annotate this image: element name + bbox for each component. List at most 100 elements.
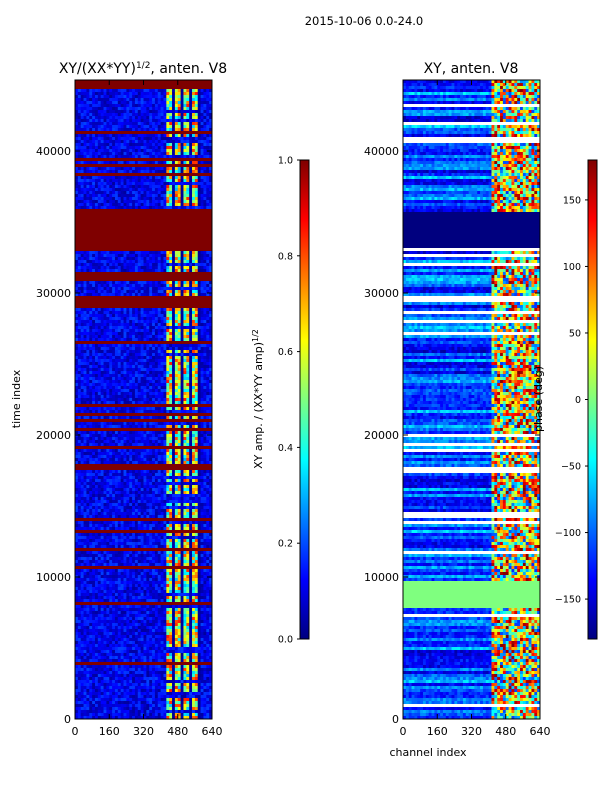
amplitude-cell xyxy=(129,266,133,270)
amplitude-cell xyxy=(114,314,119,318)
amplitude-cell xyxy=(200,263,204,267)
amplitude-cell xyxy=(169,350,173,354)
amplitude-cell xyxy=(189,113,193,117)
amplitude-cell xyxy=(112,398,116,402)
amplitude-cell xyxy=(126,197,130,201)
amplitude-cell xyxy=(103,257,107,261)
amplitude-cell xyxy=(143,335,147,339)
amplitude-cell xyxy=(75,206,79,210)
amplitude-cell xyxy=(132,407,136,411)
amplitude-cell xyxy=(114,455,119,459)
amplitude-cell xyxy=(146,449,150,453)
amplitude-cell xyxy=(134,410,139,414)
amplitude-cell xyxy=(157,344,162,348)
amplitude-cell xyxy=(117,116,122,120)
amplitude-cell xyxy=(120,491,124,495)
amplitude-cell xyxy=(180,326,184,330)
amplitude-cell xyxy=(192,104,196,108)
amplitude-cell xyxy=(94,254,99,258)
amplitude-cell xyxy=(109,362,113,366)
amplitude-cell xyxy=(149,104,153,108)
amplitude-cell xyxy=(86,101,90,105)
amplitude-cell xyxy=(100,128,104,132)
amplitude-cell xyxy=(129,119,133,123)
amplitude-cell xyxy=(146,377,150,381)
amplitude-cell xyxy=(180,104,184,108)
amplitude-cell xyxy=(206,281,210,285)
amplitude-cell xyxy=(206,482,210,486)
amplitude-cell xyxy=(209,485,212,489)
amplitude-cell xyxy=(157,92,162,96)
amplitude-cell xyxy=(180,293,184,297)
amplitude-cell xyxy=(194,422,199,426)
amplitude-cell xyxy=(157,353,162,357)
amplitude-cell xyxy=(163,170,167,174)
amplitude-cell xyxy=(83,107,87,111)
amplitude-cell xyxy=(114,203,119,207)
amplitude-cell xyxy=(114,125,119,129)
amplitude-cell xyxy=(114,392,119,396)
amplitude-cell xyxy=(192,140,196,144)
amplitude-cell xyxy=(203,257,207,261)
amplitude-cell xyxy=(83,431,87,435)
amplitude-cell xyxy=(160,98,164,102)
amplitude-cell xyxy=(152,188,156,192)
amplitude-cell xyxy=(92,335,96,339)
amplitude-cell xyxy=(183,377,187,381)
amplitude-cell xyxy=(166,155,170,159)
amplitude-cell xyxy=(132,191,136,195)
amplitude-cell xyxy=(203,269,207,273)
amplitude-cell xyxy=(123,326,127,330)
amplitude-cell xyxy=(149,113,153,117)
amplitude-cell xyxy=(186,101,190,105)
amplitude-cell xyxy=(75,395,79,399)
amplitude-cell xyxy=(100,401,104,405)
amplitude-cell xyxy=(109,152,113,156)
amplitude-cell xyxy=(75,263,79,267)
amplitude-cell xyxy=(177,176,182,180)
amplitude-cell xyxy=(106,431,110,435)
amplitude-cell xyxy=(134,488,139,492)
amplitude-cell xyxy=(97,440,102,444)
amplitude-cell xyxy=(132,122,136,126)
amplitude-cell xyxy=(197,440,201,444)
amplitude-cell xyxy=(163,392,167,396)
amplitude-cell xyxy=(77,416,82,420)
amplitude-cell xyxy=(174,389,179,393)
amplitude-cell xyxy=(143,149,147,153)
amplitude-cell xyxy=(157,197,162,201)
amplitude-cell xyxy=(94,269,99,273)
amplitude-cell xyxy=(140,107,144,111)
amplitude-cell xyxy=(209,425,212,429)
amplitude-cell xyxy=(109,161,113,165)
amplitude-cell xyxy=(183,347,187,351)
amplitude-cell xyxy=(112,329,116,333)
amplitude-cell xyxy=(180,359,184,363)
amplitude-cell xyxy=(192,149,196,153)
amplitude-cell xyxy=(129,491,133,495)
amplitude-cell xyxy=(120,437,124,441)
amplitude-cell xyxy=(180,350,184,354)
amplitude-cell xyxy=(120,458,124,462)
amplitude-cell xyxy=(94,422,99,426)
amplitude-cell xyxy=(143,191,147,195)
amplitude-cell xyxy=(189,281,193,285)
amplitude-cell xyxy=(103,368,107,372)
amplitude-cell xyxy=(197,182,201,186)
amplitude-cell xyxy=(77,455,82,459)
amplitude-cell xyxy=(197,98,201,102)
amplitude-cell xyxy=(132,374,136,378)
amplitude-cell xyxy=(169,389,173,393)
amplitude-cell xyxy=(143,368,147,372)
amplitude-cell xyxy=(180,431,184,435)
amplitude-cell xyxy=(86,335,90,339)
amplitude-cell xyxy=(194,155,199,159)
amplitude-cell xyxy=(132,104,136,108)
amplitude-cell xyxy=(89,281,93,285)
amplitude-cell xyxy=(154,389,159,393)
amplitude-cell xyxy=(103,116,107,120)
amplitude-cell xyxy=(189,485,193,489)
amplitude-cell xyxy=(77,386,82,390)
amplitude-cell xyxy=(117,452,122,456)
amplitude-cell xyxy=(180,290,184,294)
